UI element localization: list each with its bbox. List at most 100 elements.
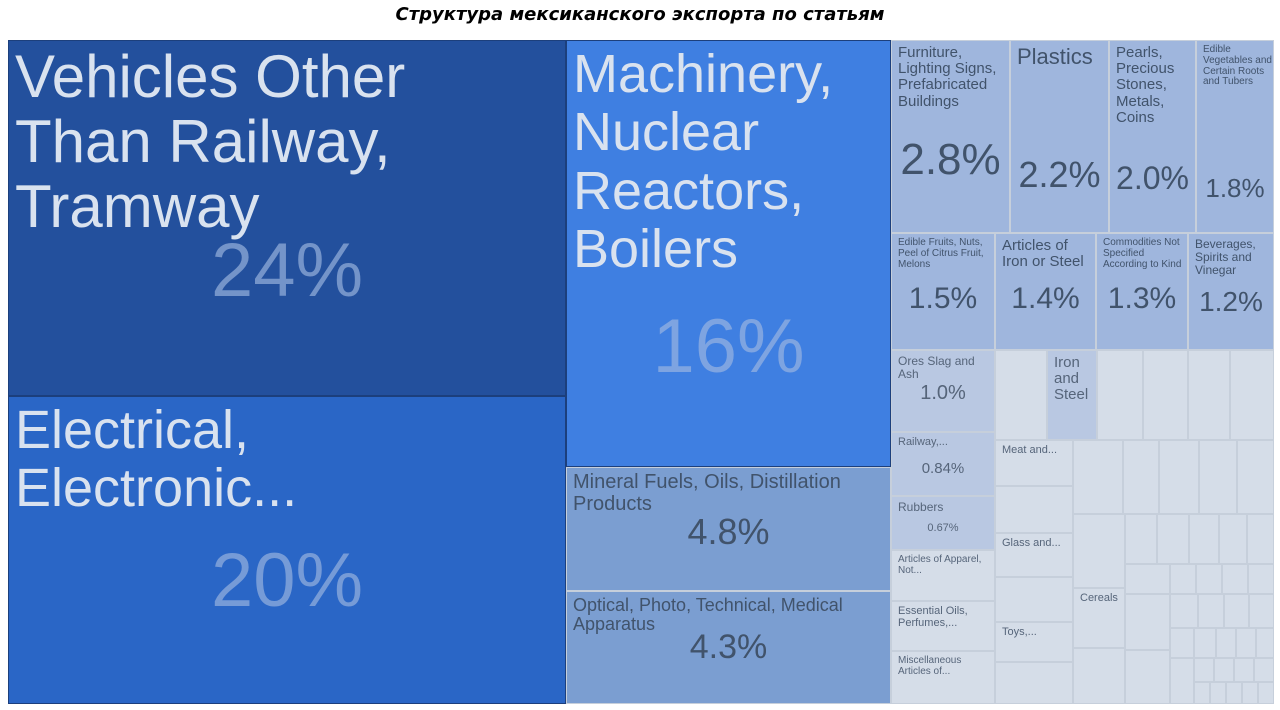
treemap-tile-minor — [995, 486, 1073, 533]
treemap-tile-minor — [1210, 682, 1226, 704]
treemap-tile: Railway,... 0.84% — [891, 432, 995, 496]
tile-label: Beverages, Spirits and Vinegar — [1195, 237, 1256, 277]
treemap-tile-minor — [1170, 628, 1194, 658]
treemap-tile: Machinery, Nuclear Reactors, Boilers 16% — [566, 40, 891, 467]
tile-share: 4.8% — [687, 510, 770, 552]
tile-label: Articles of Iron or Steel — [1002, 237, 1084, 271]
treemap-tile-minor — [1248, 564, 1274, 594]
tile-share: 1.0% — [920, 382, 966, 404]
treemap-tile-minor — [1194, 628, 1216, 658]
treemap-tile: Toys,... — [995, 622, 1073, 662]
treemap-tile-minor — [1194, 658, 1214, 682]
treemap-tile: Pearls, Precious Stones, Metals, Coins 2.… — [1109, 40, 1196, 233]
treemap-tile-minor — [1242, 682, 1258, 704]
treemap-tile-minor — [1249, 594, 1274, 628]
tile-label: Commodities Not Specified According to K… — [1103, 237, 1182, 270]
treemap-tile-minor — [1188, 350, 1230, 440]
tile-share: 1.8% — [1205, 172, 1265, 203]
treemap-tile: Miscellaneous Articles of... — [891, 651, 995, 704]
treemap-tile: Rubbers 0.67% — [891, 496, 995, 550]
treemap-tile-minor — [995, 350, 1047, 440]
treemap-tile-minor — [1236, 628, 1256, 658]
tile-share: 0.84% — [921, 459, 965, 477]
tile-share: 2.2% — [1018, 153, 1101, 195]
tile-share: 1.5% — [908, 282, 978, 315]
treemap-tile-minor — [1198, 594, 1224, 628]
tile-label: Electrical, Electronic... — [15, 400, 298, 519]
treemap-tile-minor — [1073, 440, 1123, 514]
treemap: Vehicles Other Than Railway, Tramway 24% E… — [8, 40, 1274, 704]
treemap-tile: Edible Vegetables and Certain Roots and … — [1196, 40, 1274, 233]
treemap-tile-minor — [1125, 564, 1170, 594]
treemap-tile: Articles of Apparel, Not... — [891, 550, 995, 601]
treemap-tile-minor — [1247, 514, 1274, 564]
treemap-tile-minor — [1237, 440, 1274, 514]
tile-label: Edible Vegetables and Certain Roots and … — [1203, 44, 1272, 88]
treemap-tile: Commodities Not Specified According to K… — [1096, 233, 1188, 350]
treemap-tile-minor — [1170, 594, 1198, 628]
treemap-tile-minor — [1189, 514, 1219, 564]
tile-label: Optical, Photo, Technical, Medical Appar… — [573, 595, 843, 635]
tile-label: Articles of Apparel, Not... — [898, 554, 982, 576]
tile-label: Iron and Steel — [1054, 354, 1089, 404]
treemap-tile: Essential Oils, Perfumes,... — [891, 601, 995, 651]
treemap-tile: Electrical, Electronic... 20% — [8, 396, 566, 704]
tile-label: Rubbers — [898, 500, 944, 514]
treemap-tile-minor — [1159, 440, 1199, 514]
tile-share: 16% — [652, 303, 805, 389]
treemap-tile-minor — [1224, 594, 1249, 628]
treemap-tile: Iron and Steel — [1047, 350, 1097, 440]
tile-label: Meat and... — [1002, 444, 1058, 456]
tile-share: 1.3% — [1107, 282, 1177, 315]
tile-share: 2.0% — [1116, 160, 1189, 197]
treemap-tile: Vehicles Other Than Railway, Tramway 24% — [8, 40, 566, 396]
treemap-tile-minor — [1254, 658, 1274, 682]
chart-title: Структура мексиканского экспорта по стат… — [395, 4, 885, 25]
treemap-tile-minor — [1230, 350, 1274, 440]
treemap-tile-minor — [1170, 658, 1194, 704]
treemap-tile-minor — [1216, 628, 1236, 658]
treemap-tile-minor — [1123, 440, 1159, 514]
treemap-tile: Furniture, Lighting Signs, Prefabricated… — [891, 40, 1010, 233]
treemap-tile-minor — [1196, 564, 1222, 594]
tile-label: Furniture, Lighting Signs, Prefabricated… — [898, 44, 997, 110]
tile-label: Miscellaneous Articles of... — [898, 655, 962, 677]
tile-label: Ores Slag and Ash — [898, 354, 975, 381]
tile-share: 20% — [210, 537, 364, 623]
treemap-tile-minor — [1256, 628, 1274, 658]
treemap-tile-minor — [1199, 440, 1237, 514]
treemap-tile: Glass and... — [995, 533, 1073, 577]
treemap-tile-minor — [1073, 648, 1125, 704]
tile-label: Glass and... — [1002, 537, 1061, 549]
treemap-tile: Meat and... — [995, 440, 1073, 486]
tile-label: Pearls, Precious Stones, Metals, Coins — [1116, 44, 1175, 126]
treemap-tile: Ores Slag and Ash 1.0% — [891, 350, 995, 432]
treemap-tile: Plastics 2.2% — [1010, 40, 1109, 233]
tile-label: Cereals — [1080, 592, 1118, 604]
treemap-tile-minor — [1125, 650, 1170, 704]
tile-share: 4.3% — [689, 628, 768, 667]
tile-label: Plastics — [1017, 44, 1093, 69]
treemap-tile-minor — [1125, 514, 1157, 564]
tile-share: 2.8% — [900, 135, 1001, 185]
treemap-tile-minor — [1214, 658, 1234, 682]
treemap-tile-minor — [995, 577, 1073, 622]
treemap-tile-minor — [1219, 514, 1247, 564]
treemap-tile-minor — [1222, 564, 1248, 594]
treemap-tile-minor — [1143, 350, 1188, 440]
treemap-tile: Mineral Fuels, Oils, Distillation Produc… — [566, 467, 891, 591]
treemap-tile-minor — [995, 662, 1073, 704]
tile-share: 1.2% — [1199, 285, 1263, 317]
treemap-tile-minor — [1073, 514, 1125, 588]
treemap-tile-minor — [1258, 682, 1274, 704]
tile-label: Toys,... — [1002, 626, 1037, 638]
tile-label: Edible Fruits, Nuts, Peel of Citrus Frui… — [898, 237, 984, 270]
treemap-tile: Optical, Photo, Technical, Medical Appar… — [566, 591, 891, 704]
tile-label: Vehicles Other Than Railway, Tramway — [15, 43, 406, 240]
tile-label: Railway,... — [898, 436, 948, 448]
treemap-tile-minor — [1170, 564, 1196, 594]
tile-share: 0.67% — [927, 522, 959, 535]
treemap-tile-minor — [1125, 594, 1170, 650]
treemap-tile: Beverages, Spirits and Vinegar 1.2% — [1188, 233, 1274, 350]
treemap-tile-minor — [1226, 682, 1242, 704]
